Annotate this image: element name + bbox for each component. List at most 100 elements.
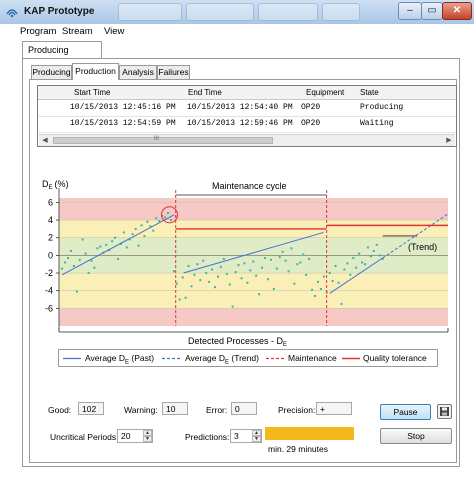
tab-analysis[interactable]: Analysis <box>119 65 157 79</box>
data-point <box>266 278 269 281</box>
data-point <box>375 243 378 246</box>
data-point <box>231 305 234 308</box>
spin-down-icon[interactable]: ▼ <box>252 436 261 442</box>
data-point <box>140 224 143 227</box>
minimize-button[interactable]: – <box>398 2 422 20</box>
legend-item-trend: Average DE (Trend) <box>185 353 259 366</box>
data-point <box>196 263 199 266</box>
menu-stream[interactable]: Stream <box>62 26 93 37</box>
data-point <box>331 279 334 282</box>
tolerance-band <box>59 198 448 221</box>
data-point <box>114 236 117 239</box>
tab-producing[interactable]: Producing <box>31 65 72 79</box>
column-header[interactable]: State <box>360 88 379 97</box>
pause-button[interactable]: Pause <box>380 404 431 420</box>
menu-view[interactable]: View <box>104 26 125 37</box>
data-point <box>240 277 243 280</box>
data-point <box>272 287 275 290</box>
save-button[interactable] <box>437 404 452 419</box>
data-point <box>352 257 355 260</box>
data-point <box>364 263 367 266</box>
good-label: Good: <box>48 405 72 415</box>
menu-program[interactable]: Program <box>20 26 57 37</box>
table-row[interactable]: 10/15/2013 12:54:59 PM 10/15/2013 12:59:… <box>38 116 456 133</box>
data-point <box>134 227 137 230</box>
cell-equipment: OP20 <box>301 119 321 128</box>
warning-label: Warning: <box>124 405 158 415</box>
precision-label: Precision: <box>278 405 316 415</box>
spin-up-icon[interactable]: ▲ <box>252 430 261 436</box>
data-point <box>155 217 158 220</box>
data-point <box>255 274 258 277</box>
close-button[interactable]: ✕ <box>442 2 472 20</box>
data-point <box>308 257 311 260</box>
data-point <box>361 261 364 264</box>
maintenance-cycle-label: Maintenance cycle <box>212 181 287 191</box>
horizontal-scrollbar[interactable]: ◀ III ▶ <box>39 134 455 146</box>
data-point <box>164 216 167 219</box>
data-point <box>161 214 164 217</box>
table-row[interactable]: 10/15/2013 12:45:16 PM 10/15/2013 12:54:… <box>38 100 456 117</box>
data-point <box>99 245 102 248</box>
window-title: KAP Prototype <box>24 6 95 17</box>
maximize-button[interactable]: ▭ <box>421 2 443 20</box>
data-point <box>81 238 84 241</box>
background-window-tab <box>186 3 254 21</box>
menu-bar <box>8 24 466 38</box>
data-point <box>178 298 181 301</box>
data-point <box>299 261 302 264</box>
tab-producing-outer[interactable]: Producing <box>22 41 102 58</box>
data-point <box>149 225 152 228</box>
data-point <box>234 271 237 274</box>
column-header[interactable]: End Time <box>188 88 222 97</box>
table-header <box>38 86 456 100</box>
y-tick-label: -6 <box>45 303 53 313</box>
legend-swatch-quality <box>342 357 360 360</box>
production-table[interactable]: Start Time End Time Equipment State 10/1… <box>37 85 457 147</box>
legend-swatch-maintenance <box>266 357 284 360</box>
tab-production[interactable]: Production <box>72 63 119 80</box>
cell-equipment: OP20 <box>301 103 321 112</box>
data-point <box>378 254 381 257</box>
y-axis-label: DE (%) <box>42 179 69 191</box>
y-tick-label: 4 <box>48 215 53 225</box>
spin-up-icon[interactable]: ▲ <box>143 430 152 436</box>
data-point <box>137 244 140 247</box>
average-trend-line <box>382 213 449 259</box>
data-point <box>184 296 187 299</box>
column-header[interactable]: Equipment <box>306 88 345 97</box>
legend-swatch-trend <box>162 357 180 360</box>
cell-end-time: 10/15/2013 12:59:46 PM <box>187 119 293 128</box>
data-point <box>105 243 108 246</box>
data-point <box>225 272 228 275</box>
spin-down-icon[interactable]: ▼ <box>143 436 152 442</box>
data-point <box>311 288 314 291</box>
legend-swatch-past <box>63 357 81 360</box>
data-point <box>314 294 317 297</box>
warning-value: 10 <box>162 402 188 415</box>
good-value: 102 <box>78 402 104 415</box>
threshold-highlight-circle <box>160 206 178 224</box>
predictions-stepper[interactable]: 3 ▲ ▼ <box>230 429 262 443</box>
data-point <box>125 246 128 249</box>
error-label: Error: <box>206 405 228 415</box>
column-header[interactable]: Start Time <box>74 88 111 97</box>
scroll-right-icon[interactable]: ▶ <box>446 137 452 144</box>
scroll-thumb[interactable]: III <box>53 136 273 144</box>
background-window-tab <box>322 3 360 21</box>
data-point <box>252 260 255 263</box>
data-point <box>169 219 172 222</box>
data-point <box>293 282 296 285</box>
data-point <box>205 272 208 275</box>
scroll-left-icon[interactable]: ◀ <box>42 137 48 144</box>
data-point <box>172 270 175 273</box>
data-point <box>152 229 155 232</box>
data-point <box>355 266 358 269</box>
data-point <box>222 257 225 260</box>
stop-button[interactable]: Stop <box>380 428 452 444</box>
tab-failures[interactable]: Failures <box>157 65 190 79</box>
uncritical-periods-stepper[interactable]: 20 ▲ ▼ <box>117 429 153 443</box>
data-point <box>175 282 178 285</box>
data-point <box>372 249 375 252</box>
y-tick-label: 2 <box>48 233 53 243</box>
